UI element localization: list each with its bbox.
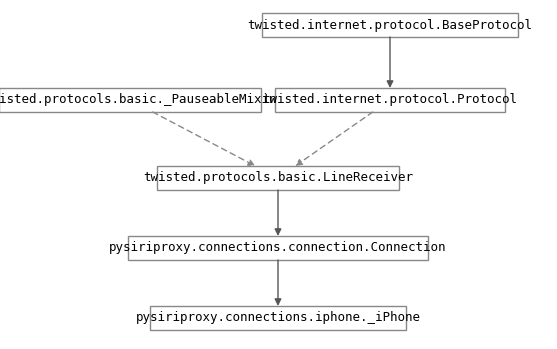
Text: twisted.protocols.basic.LineReceiver: twisted.protocols.basic.LineReceiver <box>143 171 413 185</box>
Text: twisted.internet.protocol.Protocol: twisted.internet.protocol.Protocol <box>262 94 517 106</box>
FancyBboxPatch shape <box>150 306 405 330</box>
FancyBboxPatch shape <box>275 88 505 112</box>
FancyBboxPatch shape <box>128 236 428 260</box>
Text: pysiriproxy.connections.connection.Connection: pysiriproxy.connections.connection.Conne… <box>109 242 447 254</box>
Text: pysiriproxy.connections.iphone._iPhone: pysiriproxy.connections.iphone._iPhone <box>135 312 421 325</box>
FancyBboxPatch shape <box>157 166 399 190</box>
Text: twisted.internet.protocol.BaseProtocol: twisted.internet.protocol.BaseProtocol <box>247 18 532 31</box>
FancyBboxPatch shape <box>0 88 261 112</box>
FancyBboxPatch shape <box>262 13 517 37</box>
Text: twisted.protocols.basic._PauseableMixin: twisted.protocols.basic._PauseableMixin <box>0 94 276 106</box>
